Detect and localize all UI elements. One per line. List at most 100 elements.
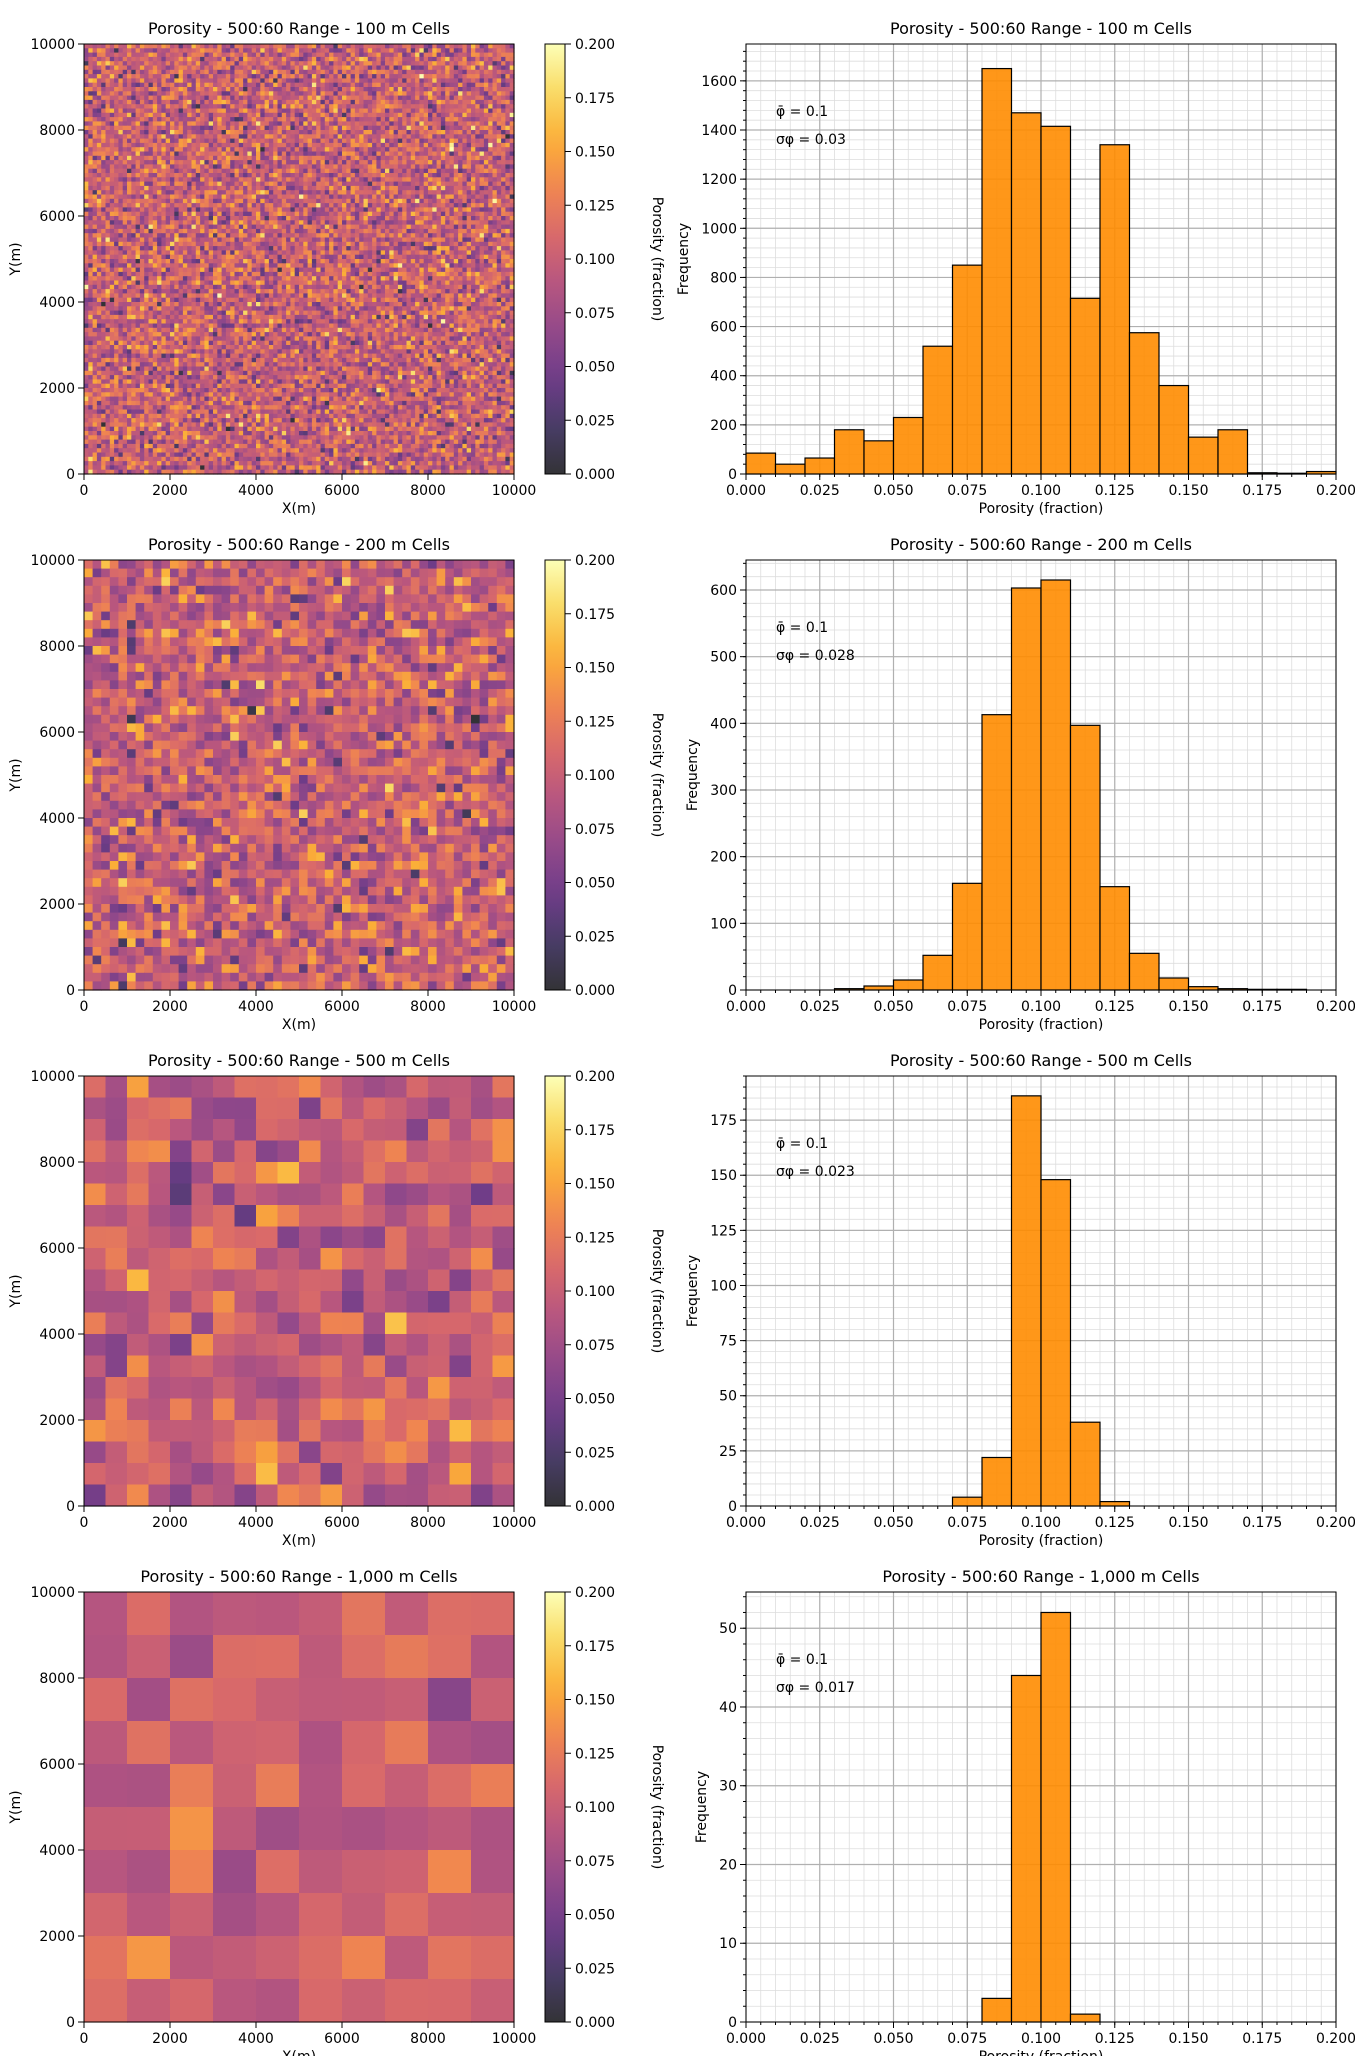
heatmap-cell — [380, 185, 386, 191]
heatmap-cell — [118, 61, 124, 67]
heatmap-cell — [307, 160, 313, 165]
heatmap-cell — [363, 220, 369, 226]
heatmap-cell — [415, 237, 420, 243]
heatmap-cell — [105, 65, 111, 71]
heatmap-cell — [187, 177, 193, 183]
heatmap-cell — [204, 246, 210, 251]
heatmap-cell — [144, 147, 150, 153]
heatmap-cell — [423, 142, 429, 148]
heatmap-cell — [191, 44, 197, 49]
heatmap-cell — [354, 211, 360, 217]
heatmap-cell — [92, 121, 98, 127]
heatmap-cell — [191, 95, 197, 101]
heatmap-cell — [243, 164, 248, 170]
heatmap-cell — [251, 134, 257, 140]
heatmap-cell — [449, 121, 455, 127]
heatmap-cell — [436, 125, 442, 131]
heatmap-cell — [372, 211, 377, 217]
heatmap-cell — [354, 104, 360, 110]
heatmap-cell — [127, 173, 132, 178]
heatmap-cell — [350, 241, 356, 247]
heatmap-cell — [466, 181, 472, 187]
heatmap-cell — [406, 121, 412, 127]
heatmap-cell — [415, 177, 420, 183]
heatmap-cell — [389, 254, 395, 260]
heatmap-cell — [496, 44, 502, 49]
heatmap-cell — [389, 151, 395, 157]
heatmap-cell — [406, 228, 412, 234]
heatmap-cell — [165, 65, 171, 71]
heatmap-cell — [458, 138, 463, 144]
heatmap-cell — [217, 155, 223, 161]
heatmap-cell — [256, 194, 261, 200]
heatmap-cell — [286, 203, 291, 208]
heatmap-cell — [372, 138, 377, 144]
heatmap-cell — [350, 250, 356, 256]
heatmap-cell — [84, 233, 89, 239]
heatmap-cell — [311, 82, 317, 88]
heatmap-cell — [225, 216, 231, 221]
heatmap-cell — [182, 56, 188, 62]
heatmap-cell — [359, 69, 365, 75]
heatmap-cell — [105, 108, 111, 114]
heatmap-cell — [243, 177, 248, 183]
heatmap-cell — [496, 233, 502, 239]
heatmap-cell — [488, 190, 494, 196]
heatmap-cell — [397, 82, 403, 88]
heatmap-cell — [152, 194, 158, 200]
heatmap-cell — [354, 181, 360, 187]
heatmap-cell — [213, 220, 218, 226]
heatmap-cell — [152, 254, 158, 260]
heatmap-cell — [406, 130, 412, 135]
heatmap-cell — [316, 155, 322, 161]
heatmap-cell — [187, 138, 193, 144]
heatmap-cell — [264, 134, 270, 140]
heatmap-cell — [139, 95, 145, 101]
heatmap-cell — [256, 250, 261, 256]
heatmap-cell — [118, 104, 124, 110]
heatmap-cell — [234, 112, 240, 118]
heatmap-cell — [96, 233, 102, 239]
heatmap-cell — [294, 233, 300, 239]
heatmap-cell — [238, 164, 244, 170]
heatmap-cell — [109, 65, 115, 71]
heatmap-cell — [316, 99, 322, 105]
heatmap-cell — [92, 117, 98, 122]
heatmap-cell — [380, 56, 386, 62]
heatmap-cell — [367, 69, 373, 75]
heatmap-cell — [131, 108, 137, 114]
heatmap-cell — [234, 168, 240, 174]
heatmap-cell — [458, 190, 463, 196]
heatmap-cell — [144, 65, 150, 71]
heatmap-cell — [230, 87, 236, 92]
heatmap-cell — [492, 99, 498, 105]
heatmap-cell — [213, 44, 218, 49]
heatmap-cell — [346, 95, 352, 101]
heatmap-cell — [303, 44, 309, 49]
heatmap-cell — [389, 61, 395, 67]
heatmap-cell — [182, 108, 188, 114]
heatmap-cell — [157, 224, 162, 230]
heatmap-cell — [281, 151, 287, 157]
heatmap-cell — [161, 194, 167, 200]
heatmap-cell — [127, 48, 132, 54]
heatmap-cell — [230, 207, 236, 213]
heatmap-cell — [131, 254, 137, 260]
heatmap-cell — [273, 142, 279, 148]
heatmap-cell — [483, 198, 489, 204]
heatmap-cell — [389, 194, 395, 200]
heatmap-cell — [372, 44, 377, 49]
heatmap-cell — [449, 52, 455, 58]
heatmap-cell — [165, 82, 171, 88]
heatmap-cell — [96, 220, 102, 226]
heatmap-cell — [397, 151, 403, 157]
heatmap-cell — [118, 173, 124, 178]
heatmap-cell — [432, 168, 438, 174]
heatmap-cell — [148, 250, 154, 256]
heatmap-cell — [436, 130, 442, 135]
heatmap-cell — [127, 250, 132, 256]
heatmap-cell — [440, 246, 446, 251]
heatmap-cell — [376, 203, 382, 208]
heatmap-cell — [84, 48, 89, 54]
heatmap-cell — [200, 173, 205, 178]
